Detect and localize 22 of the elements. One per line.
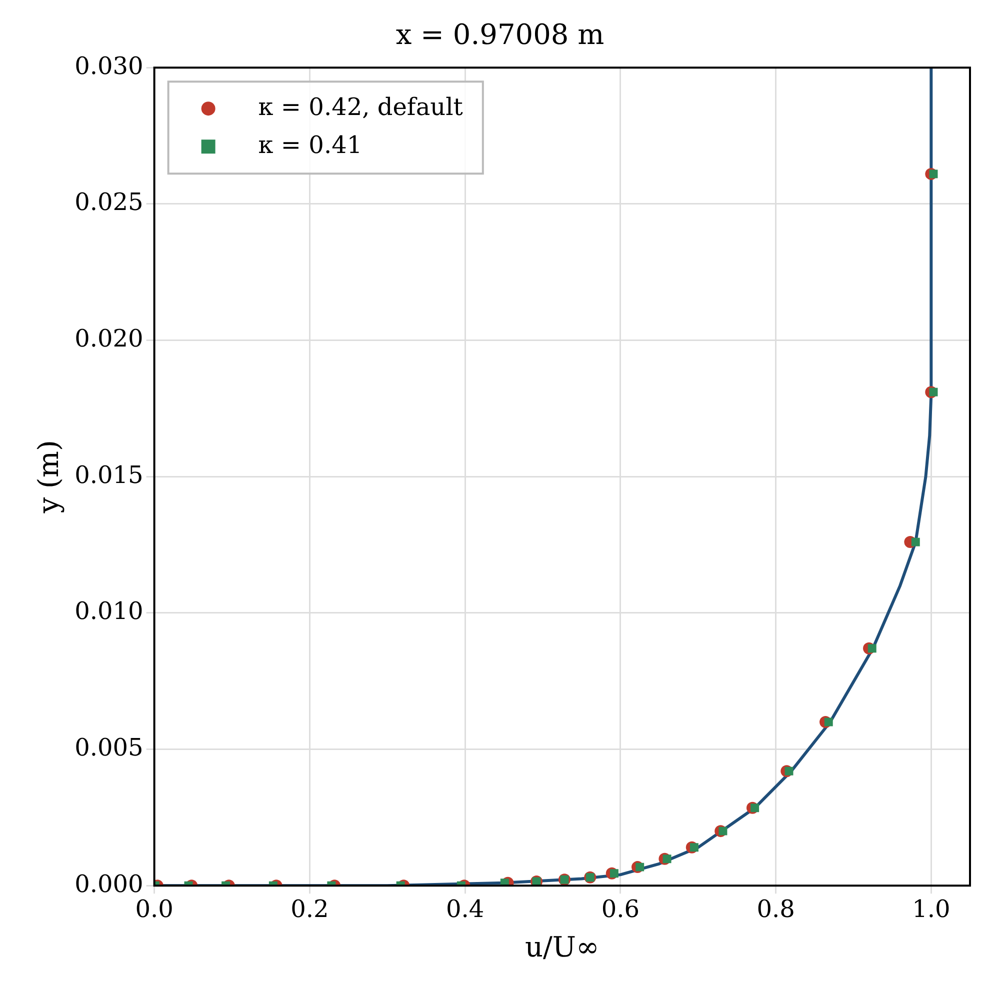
point <box>929 170 938 178</box>
y-tick-label: 0.005 <box>74 734 144 762</box>
point <box>824 718 833 726</box>
point <box>636 862 644 872</box>
x-axis-title: u/U∞ <box>524 930 600 964</box>
x-tick-label: 0.2 <box>290 895 329 924</box>
y-tick-label: 0.020 <box>74 324 144 352</box>
x-tick-label: 1.0 <box>912 895 950 924</box>
y-axis-title: y (m) <box>32 440 66 514</box>
x-tick-label: 0.0 <box>135 895 174 924</box>
y-tick-label: 0.015 <box>74 460 144 489</box>
x-tick-label: 0.8 <box>756 895 795 924</box>
y-tick-label: 0.030 <box>74 52 144 80</box>
y-tick-label: 0.000 <box>74 870 144 898</box>
point <box>911 538 920 546</box>
chart-title: x = 0.97008 m <box>396 18 604 52</box>
x-tick-label: 0.6 <box>601 895 640 924</box>
x-tick-label: 0.4 <box>446 895 484 924</box>
y-tick-label: 0.010 <box>74 597 144 626</box>
legend-label: κ = 0.42, default <box>258 92 464 121</box>
y-tick-label: 0.025 <box>74 188 144 216</box>
legend-label: κ = 0.41 <box>258 130 362 159</box>
